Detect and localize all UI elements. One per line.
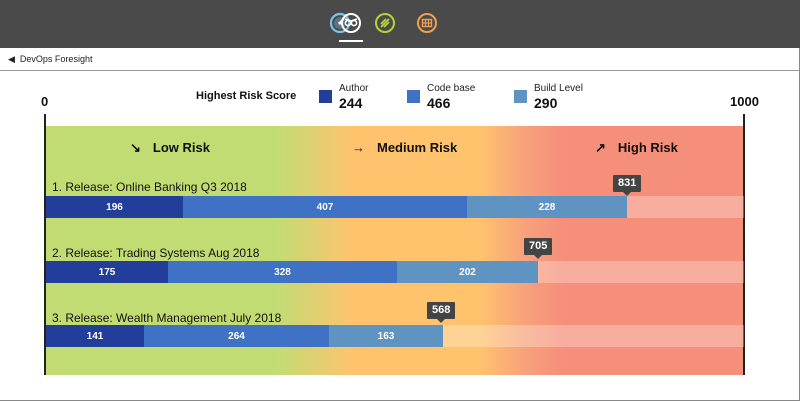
top-nav-bar <box>0 0 800 48</box>
legend-label: Author <box>339 83 369 94</box>
zone-label-high: ↗ High Risk <box>595 140 678 155</box>
legend-swatch-author <box>319 90 332 103</box>
grid-icon[interactable] <box>416 12 438 34</box>
axis-min-label: 0 <box>41 94 49 109</box>
total-score-tooltip: 705 <box>524 238 553 259</box>
breadcrumb: ◀ DevOps Foresight <box>0 48 799 71</box>
arrow-down-right-icon: ↘ <box>130 140 141 155</box>
breadcrumb-label[interactable]: DevOps Foresight <box>19 54 93 64</box>
segment-build-level[interactable]: 202 <box>397 261 538 283</box>
back-arrow-icon[interactable]: ◀ <box>8 53 15 64</box>
legend-value: 244 <box>339 95 363 111</box>
segment-author[interactable]: 175 <box>46 261 168 283</box>
release-title: 3. Release: Wealth Management July 2018 <box>52 311 282 325</box>
axis-max-label: 1000 <box>730 94 759 109</box>
total-score-tooltip: 568 <box>427 302 456 323</box>
legend-label: Build Level <box>534 83 583 94</box>
legend-value: 290 <box>534 95 558 111</box>
zone-label-medium: → Medium Risk <box>352 140 458 155</box>
legend-label: Code base <box>427 83 476 94</box>
release-bar-track[interactable]: 141 264 163 <box>46 325 744 347</box>
arrow-right-icon: → <box>352 140 365 155</box>
release-bar-track[interactable]: 175 328 202 <box>46 261 744 283</box>
owl-icon[interactable] <box>340 12 362 34</box>
segment-build-level[interactable]: 228 <box>467 196 627 218</box>
arrow-up-right-icon: ↗ <box>595 140 606 155</box>
rocket-icon[interactable] <box>374 12 396 34</box>
active-tab-indicator <box>339 40 363 42</box>
axis-line-right <box>743 114 745 375</box>
segment-author[interactable]: 196 <box>46 196 183 218</box>
segment-code-base[interactable]: 264 <box>144 325 329 347</box>
segment-code-base[interactable]: 328 <box>168 261 397 283</box>
release-bar-track[interactable]: 196 407 228 <box>46 196 744 218</box>
zone-label-low: ↘ Low Risk <box>130 140 210 155</box>
legend-value: 466 <box>427 95 451 111</box>
legend-swatch-build-level <box>514 90 527 103</box>
legend-title: Highest Risk Score <box>196 90 297 102</box>
axis-line-left <box>44 114 46 375</box>
legend-swatch-code-base <box>407 90 420 103</box>
segment-build-level[interactable]: 163 <box>329 325 443 347</box>
segment-code-base[interactable]: 407 <box>183 196 467 218</box>
segment-author[interactable]: 141 <box>46 325 144 347</box>
release-title: 2. Release: Trading Systems Aug 2018 <box>52 246 260 260</box>
total-score-tooltip: 831 <box>613 175 642 196</box>
release-title: 1. Release: Online Banking Q3 2018 <box>52 180 247 194</box>
